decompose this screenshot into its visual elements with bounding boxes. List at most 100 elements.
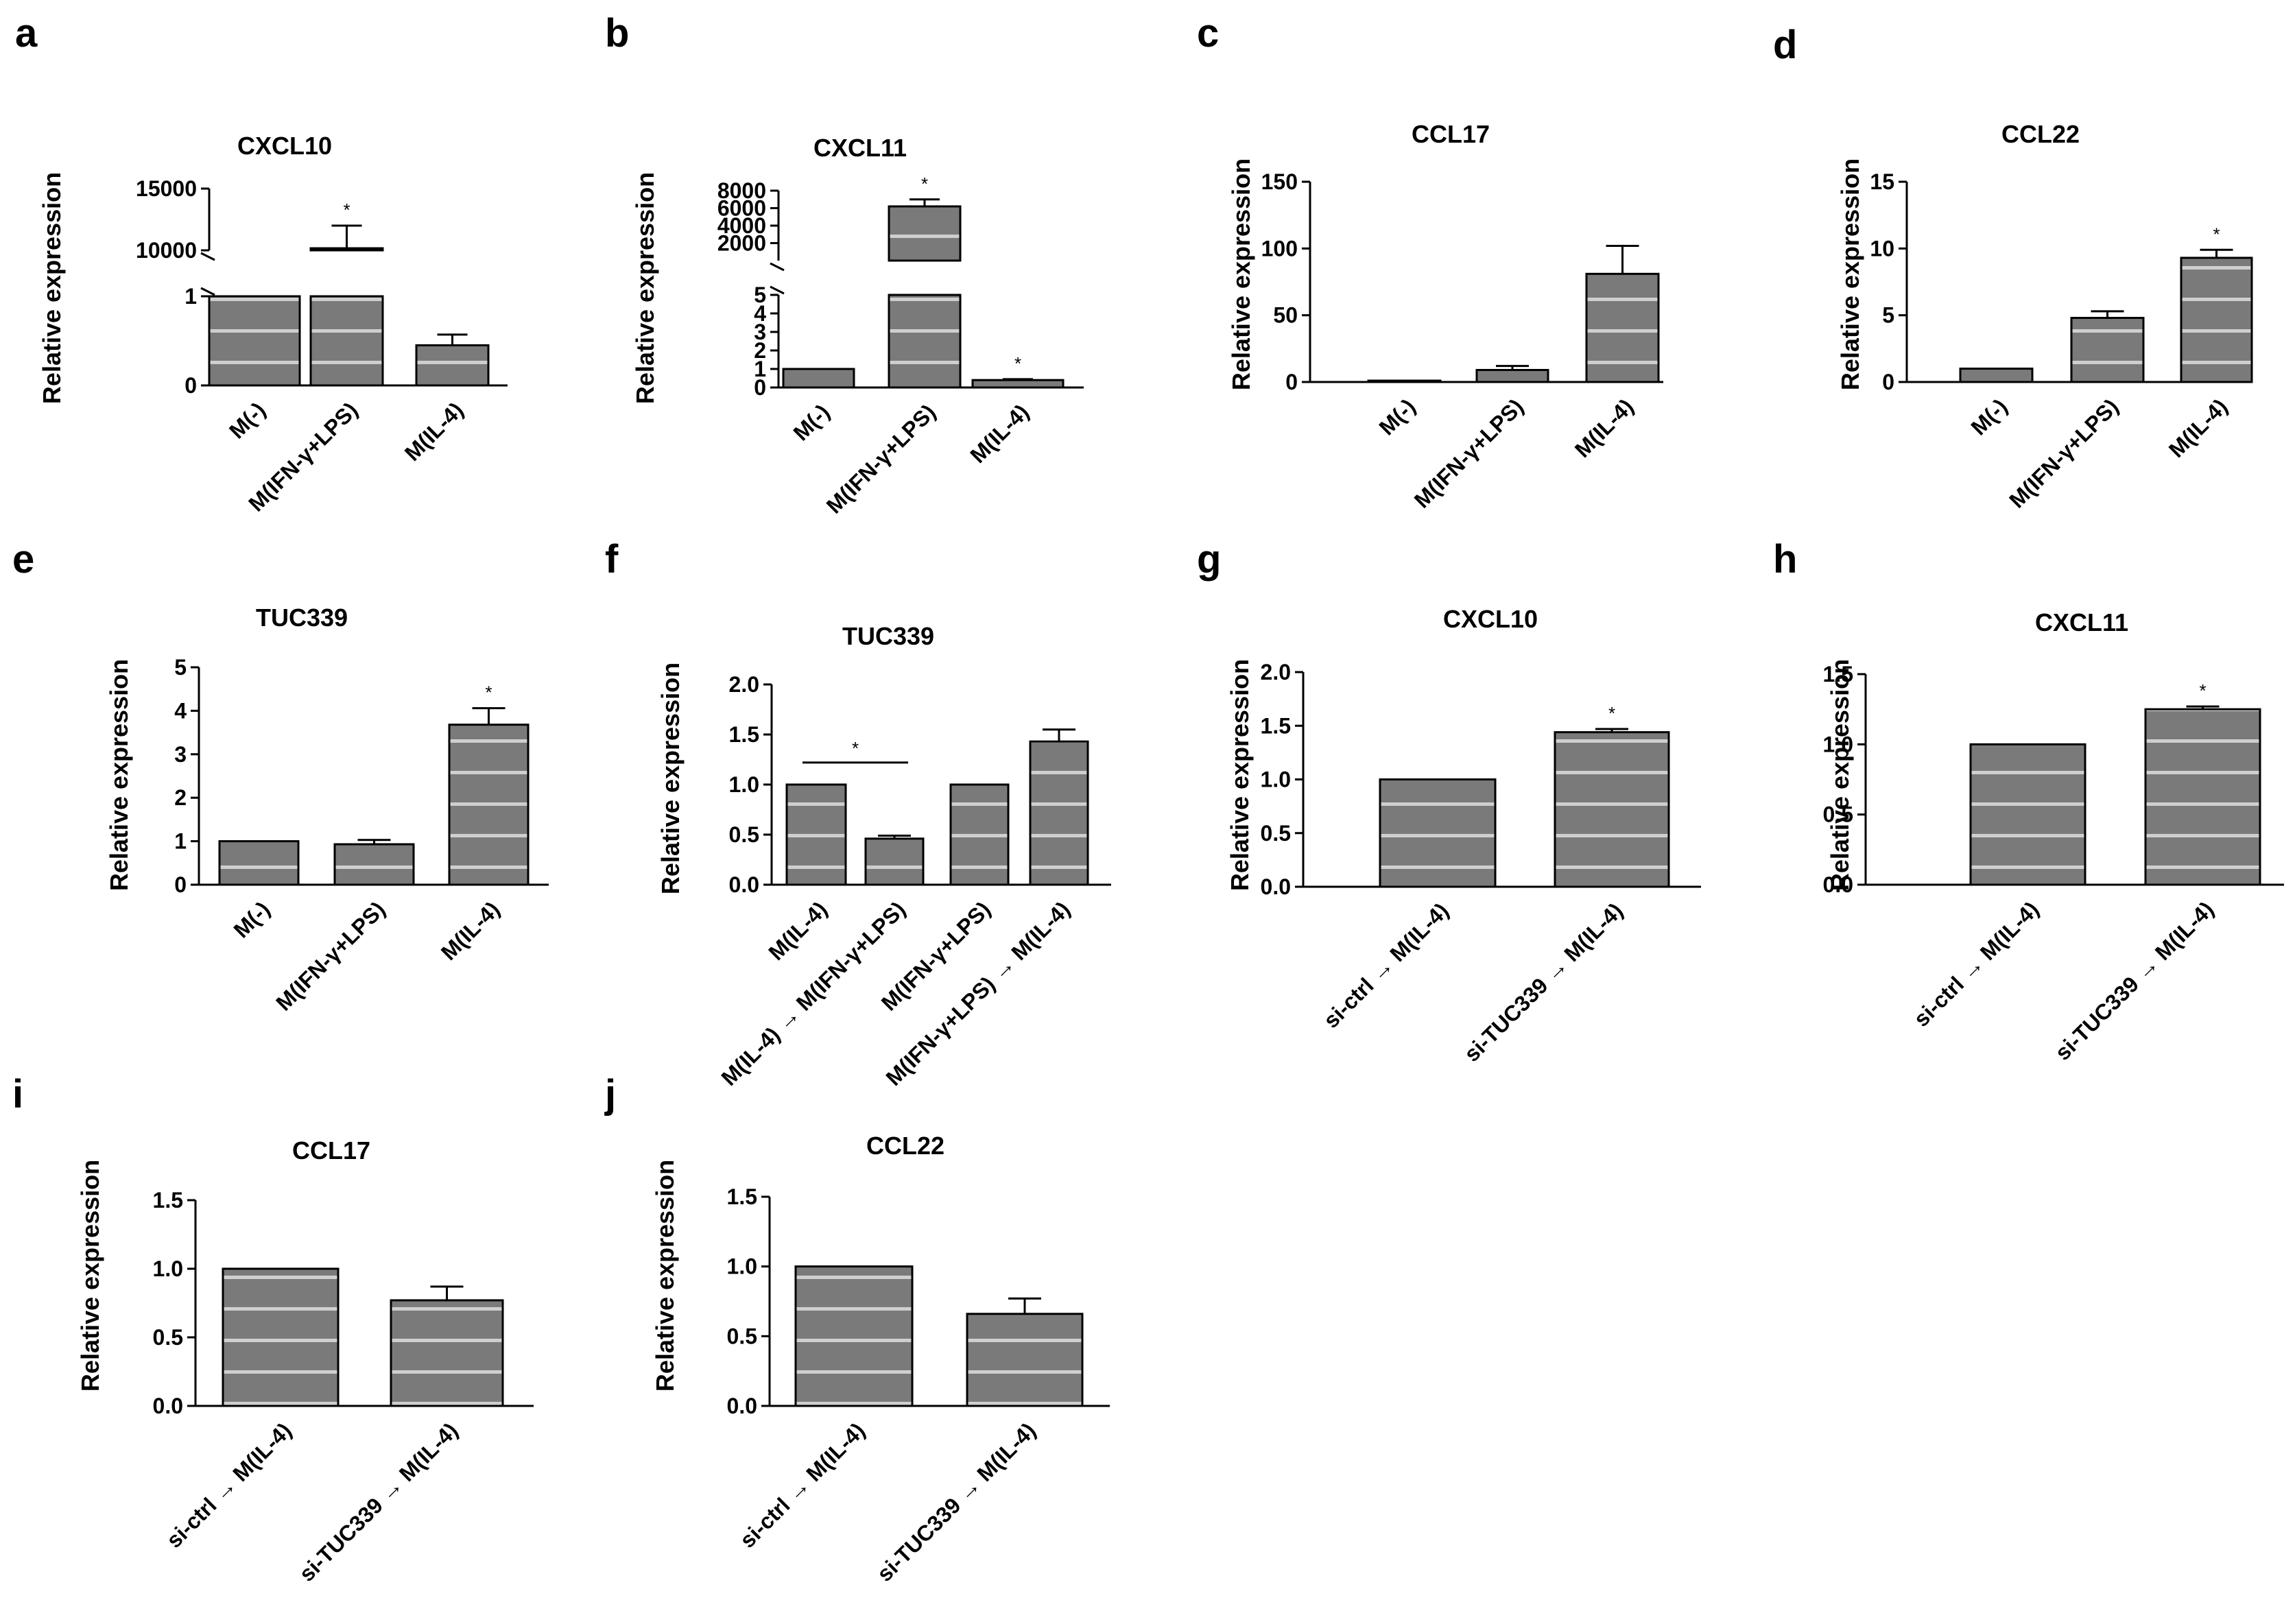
y-tick-label: 0.0 [727, 1394, 757, 1418]
bar-lower [309, 295, 384, 387]
bar [864, 837, 925, 886]
significance-mark: * [2213, 224, 2220, 244]
y-tick-label: 0 [754, 375, 766, 400]
bar [1029, 740, 1089, 886]
bar [785, 783, 847, 886]
panel-i: i CCL17 Relative expression 0.0 0.5 1.0 1.5 si-… [12, 1072, 534, 1586]
y-axis-label: Relative expression [1826, 659, 1854, 891]
category-label: M(-) [789, 399, 835, 445]
bar [208, 295, 301, 387]
panel-g: g CXCL10 Relative expression 0.0 0.5 1.0 1.5 2.… [1197, 537, 1701, 1066]
y-tick-label: 0.5 [729, 822, 759, 847]
y-tick-label: 2.0 [1261, 660, 1291, 684]
chart-title: CXCL10 [1443, 605, 1538, 633]
error-bar [1606, 244, 1639, 274]
y-tick-label: 0.5 [153, 1325, 183, 1350]
error-bar [878, 834, 911, 839]
panel-letter: d [1773, 23, 1797, 67]
category-label: si-TUC339 → M(IL-4) [1459, 898, 1627, 1066]
y-tick-label: 1.5 [727, 1184, 757, 1209]
error-bar [472, 707, 506, 725]
bar [794, 1265, 914, 1407]
panel-letter: f [605, 537, 619, 582]
y-axis-label: Relative expression [1836, 158, 1864, 390]
y-tick-label: 1.5 [1823, 662, 1853, 686]
category-label: si-ctrl → M(IL-4) [1909, 896, 2043, 1031]
chart-title: CXCL11 [813, 134, 907, 162]
y-axis-label: Relative expression [38, 172, 66, 404]
y-tick-label: 2000 [717, 231, 766, 256]
panel-letter: c [1197, 11, 1219, 56]
error-bar [430, 1285, 464, 1300]
category-label: si-ctrl → M(IL-4) [735, 1418, 870, 1552]
category-label: si-TUC339 → M(IL-4) [872, 1418, 1040, 1586]
y-axis-label: Relative expression [76, 1160, 104, 1392]
significance-mark: * [852, 738, 859, 759]
significance-mark: * [1014, 353, 1021, 374]
bar [966, 1313, 1084, 1407]
category-label: M(IFN-γ+LPS) [822, 399, 940, 518]
y-tick-label: 10000 [136, 238, 197, 263]
y-tick-label: 6000 [717, 196, 766, 221]
y-tick-label: 150 [1261, 169, 1298, 194]
panel-letter: i [12, 1072, 23, 1116]
y-tick-label: 15 [1870, 169, 1894, 194]
y-tick-label: 0.0 [729, 872, 759, 897]
significance-mark: * [485, 682, 492, 703]
error-bar [2091, 310, 2124, 318]
y-tick-label: 3 [174, 742, 187, 767]
category-label: M(-) [1966, 394, 2012, 440]
category-label: M(IL-4) [2164, 394, 2233, 462]
y-tick-label: 5 [1882, 303, 1894, 328]
y-tick-label: 4 [174, 698, 187, 723]
error-bar [2186, 705, 2220, 710]
bar-lower [888, 294, 962, 389]
bar [448, 724, 530, 886]
axis-break-mark [770, 262, 785, 295]
category-label: M(IFN-γ+LPS) [271, 896, 390, 1015]
category-label: M(IL-4) [763, 896, 832, 965]
y-tick-label: 1 [174, 829, 187, 854]
axis-break-mark [200, 252, 215, 296]
y-tick-label: 2.0 [729, 672, 759, 697]
category-label: si-TUC339 → M(IL-4) [294, 1418, 462, 1586]
error-bar [2200, 248, 2233, 258]
y-axis-label: Relative expression [105, 659, 133, 891]
y-tick-label: 100 [1261, 236, 1298, 261]
y-tick-label: 5 [754, 283, 766, 307]
panel-letter: g [1197, 537, 1221, 582]
y-tick-label: 0.0 [1823, 872, 1853, 897]
y-tick-label: 1.5 [729, 722, 759, 747]
y-tick-label: 1.0 [727, 1254, 757, 1279]
y-tick-label: 2 [754, 338, 766, 363]
category-label: si-ctrl → M(IL-4) [162, 1418, 296, 1552]
bar [1969, 743, 2086, 886]
chart-title: CCL17 [1412, 120, 1490, 148]
y-tick-label: 15000 [136, 176, 197, 201]
panel-letter: b [605, 11, 629, 56]
y-tick-label: 0 [1882, 370, 1894, 394]
y-tick-label: 1.0 [729, 772, 759, 797]
category-label: M(IL-4) [436, 896, 505, 965]
significance-mark: * [921, 174, 928, 194]
significance-mark: * [1608, 703, 1615, 724]
category-label: si-TUC339 → M(IL-4) [2050, 896, 2218, 1064]
y-axis-label: Relative expression [1227, 158, 1255, 390]
error-bar [437, 333, 468, 346]
y-axis-label: Relative expression [1226, 659, 1254, 891]
error-bar [331, 224, 362, 250]
y-axis-label: Relative expression [631, 172, 659, 404]
bar [1585, 272, 1660, 383]
error-bar [1008, 1297, 1041, 1314]
bar [390, 1299, 504, 1407]
category-label: M(IFN-γ+LPS) [1410, 394, 1528, 512]
bar [949, 783, 1010, 886]
bar-upper [888, 205, 962, 262]
significance-mark: * [343, 200, 350, 220]
bar [333, 843, 415, 886]
chart-title: CCL22 [2001, 120, 2080, 148]
